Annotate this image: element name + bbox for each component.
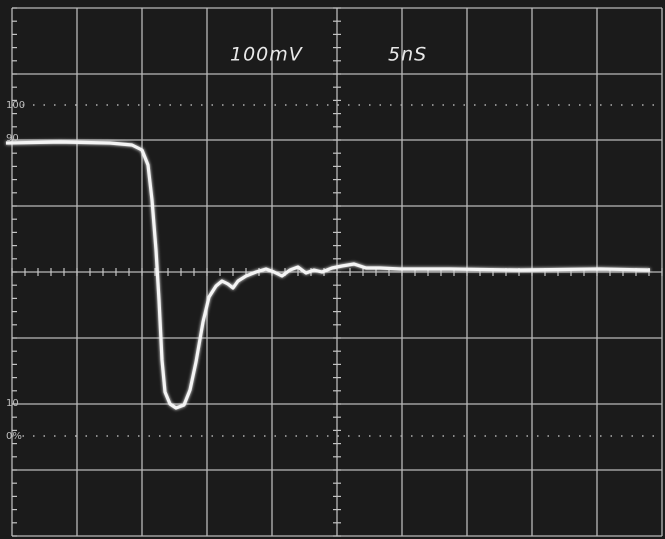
graticule-label: 0% [6, 431, 22, 442]
graticule-label: 100 [6, 100, 25, 111]
graticule-label: 90 [6, 133, 19, 144]
graticule-label: 10 [6, 398, 19, 409]
time-per-div: 5nS [388, 44, 427, 66]
volts-per-div: 100mV [230, 44, 304, 66]
oscilloscope-screen: 100mV 5nS 100 90 10 0% [0, 0, 665, 539]
